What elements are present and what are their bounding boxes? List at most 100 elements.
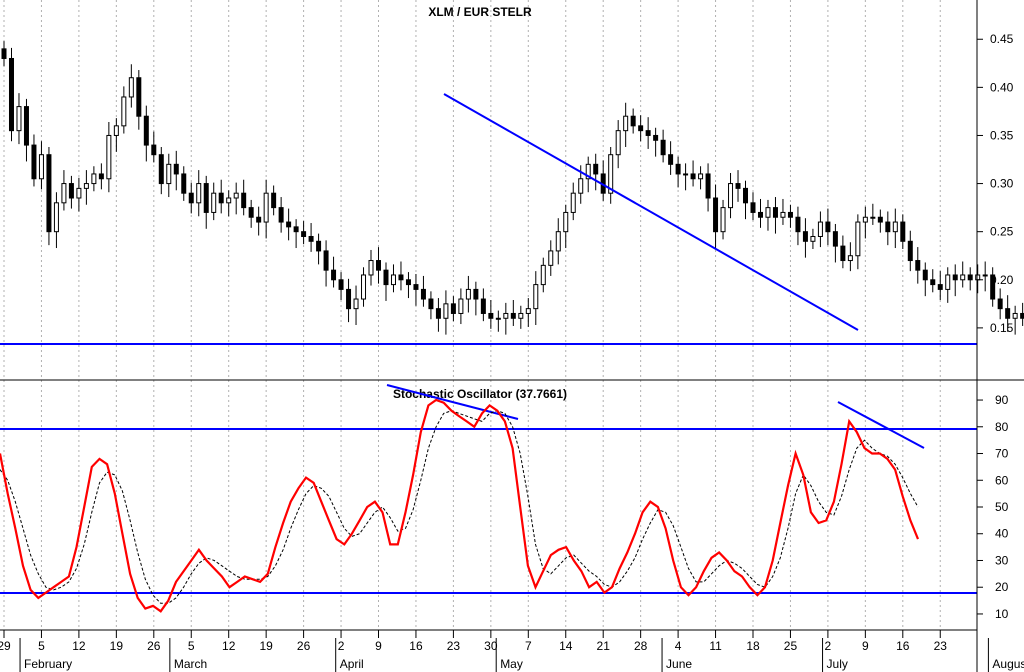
candle-body [113,125,119,136]
candle-body [106,134,112,180]
candle [301,221,307,245]
candle [683,163,689,191]
candle [398,261,404,291]
downtrend-line [443,93,859,331]
candle-body [293,226,299,233]
candle [795,206,801,246]
candle-body [278,207,284,223]
candle [743,180,749,220]
stochastic-panel: Stochastic Oscillator (37.7661) 90807060… [0,384,1009,621]
x-day-label: 2 [338,639,345,653]
candle [855,214,861,270]
candle [390,264,396,293]
candle [840,235,846,269]
candle [1005,295,1011,332]
x-day-label: 25 [784,639,798,653]
x-month-label: March [174,657,207,671]
x-month-label: July [827,657,848,671]
candle-body [810,235,816,242]
candle-body [540,264,546,286]
candle [473,281,479,316]
candle-body [428,298,434,310]
y-tick-label: 10 [995,607,1009,621]
candle [241,179,247,216]
candle-body [787,211,793,218]
candle [675,156,681,188]
candle [136,70,142,130]
candle [653,127,659,157]
candle-body [997,298,1003,310]
candle-body [585,163,591,180]
y-tick-label: 70 [995,447,1009,461]
candle-body [802,231,808,242]
candle [53,192,59,249]
candle-body [668,154,674,165]
candle-body [143,115,149,146]
candle-body [128,77,134,98]
candle-body [653,134,659,141]
y-tick-label: 0.45 [990,32,1014,46]
price-panel: XLM / EUR STELR 0.45 0.40 0.35 0.30 0.25 0.20… [0,5,1024,345]
candle-body [720,207,726,233]
x-day-label: 28 [634,639,648,653]
candle [450,296,456,322]
candle [413,274,419,306]
candle [600,160,606,201]
candle [278,197,284,233]
candle-body [638,125,644,132]
candle-body [855,221,861,257]
candle [780,198,786,225]
candle-body [885,221,891,233]
candle [930,269,936,293]
candle [630,108,636,134]
candle [690,160,696,187]
candle [353,285,359,326]
candle [151,131,157,163]
candle [847,242,853,272]
y-tick-label: 50 [995,500,1009,514]
candle-body [173,163,179,175]
candle [997,288,1003,320]
candle-body [91,173,97,185]
stoch-trendline-july [837,401,925,449]
candle [376,247,381,284]
candle-body [503,312,509,319]
candle-body [713,197,719,233]
candle-body [960,274,966,281]
candle [248,199,254,228]
candle [525,298,531,327]
candle [585,156,591,193]
x-month-label: June [666,657,692,671]
candle-body [405,279,411,286]
candle-body [480,298,486,314]
candle-body [765,207,771,218]
candle-body [233,192,239,199]
candle [143,105,149,162]
candle-body [136,77,142,117]
x-day-label: 23 [447,639,461,653]
candle-body [61,183,67,204]
candle [623,102,629,148]
candle [660,129,666,163]
y-tick-label: 0.35 [990,128,1014,142]
candle-body [840,245,846,262]
candle [750,192,756,221]
candle-body [877,216,883,223]
candle [368,249,374,286]
candle [713,184,719,249]
candle-body [847,255,853,262]
candle-body [743,187,749,204]
y-tick-label: 60 [995,473,1009,487]
candle-body [211,192,217,213]
candle [443,290,449,335]
candle-body [226,197,232,204]
candlesticks [1,41,1024,335]
candle-body [203,183,209,213]
candle-body [256,216,262,223]
candle [810,228,816,249]
candle-body [533,284,539,310]
candle-body [23,106,29,146]
y-tick-label: 0.30 [990,177,1014,191]
candle [293,219,299,249]
x-day-label: 26 [147,639,161,653]
